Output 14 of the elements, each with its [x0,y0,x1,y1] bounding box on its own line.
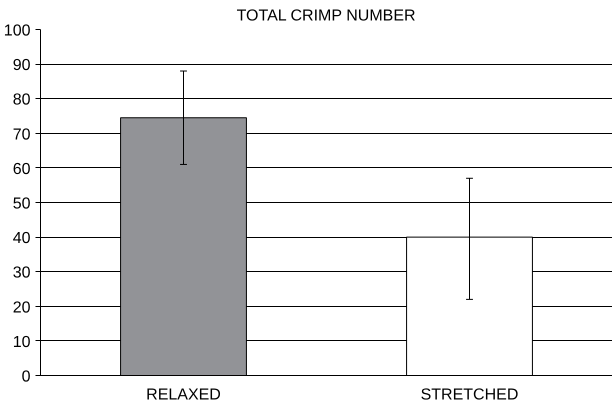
y-tick-label: 30 [12,264,31,282]
chart-title: TOTAL CRIMP NUMBER [236,8,416,24]
y-tick-label: 40 [12,230,31,248]
y-tick-label: 90 [12,57,31,74]
y-tick-label: 50 [12,196,31,212]
y-tick-label: 80 [12,92,31,109]
y-tick-label: 100 [4,22,31,40]
x-tick-label: RELAXED [146,386,221,404]
y-tick-label: 60 [12,160,31,178]
y-tick-label: 10 [12,334,31,351]
y-tick-label: 70 [12,126,31,144]
y-tick-label: 20 [12,299,31,316]
x-tick-label: STRETCHED [420,386,518,404]
y-tick-label: 0 [22,368,31,386]
